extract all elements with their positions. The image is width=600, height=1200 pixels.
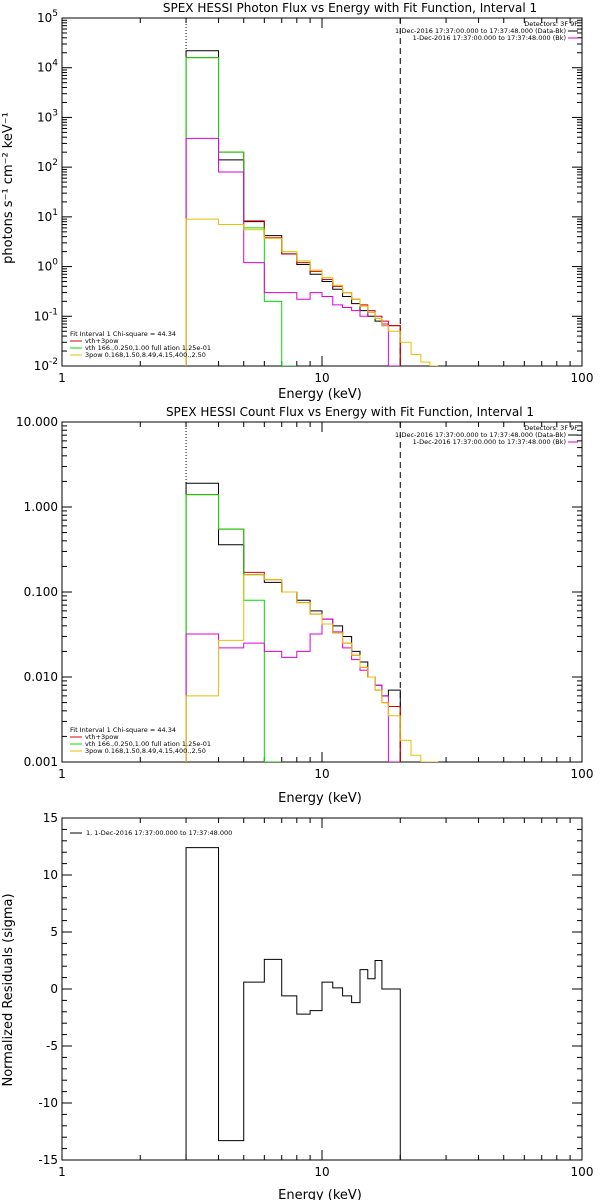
- plot-frame: [61, 17, 583, 367]
- chart-title: SPEX HESSI Count Flux vs Energy with Fit…: [166, 405, 534, 419]
- x-axis-label: Energy (keV): [278, 791, 362, 806]
- y-tick-label: 105: [37, 9, 58, 25]
- y-tick-label: 100: [37, 258, 58, 274]
- x-tick-label: 10: [314, 371, 329, 385]
- legend-entry: 1-Dec-2016 17:37:00.000 to 17:37:48.000 …: [395, 27, 566, 35]
- y-tick-label: 1.000: [24, 500, 58, 514]
- legend-entry: vth+3pow: [85, 337, 119, 345]
- photon-flux-panel: SPEX HESSI Photon Flux vs Energy with Fi…: [1, 1, 593, 402]
- y-tick-label: 103: [37, 108, 58, 124]
- x-tick-label: 10: [314, 767, 329, 781]
- series-magenta-histogram: [185, 137, 401, 366]
- x-tick-label: 100: [571, 1165, 594, 1179]
- y-tick-exponent: 5: [52, 9, 58, 19]
- series-orange-histogram: [185, 574, 439, 762]
- plot-frame: [61, 421, 583, 763]
- x-tick-label: 1: [58, 1165, 66, 1179]
- y-tick-label: -10: [38, 1096, 58, 1110]
- series-green-histogram: [185, 494, 282, 762]
- y-tick-label: 5: [50, 925, 58, 939]
- chart-title: SPEX HESSI Photon Flux vs Energy with Fi…: [163, 1, 537, 15]
- residuals-panel: Energy (keV) Normalized Residuals (sigma…: [1, 811, 593, 1200]
- legend-entry: Detectors: 3F 9F: [524, 424, 578, 432]
- y-tick-exponent: 2: [52, 158, 58, 168]
- x-axis-label: Energy (keV): [278, 387, 362, 402]
- y-tick-label: 102: [37, 158, 58, 174]
- series-orange-histogram: [185, 218, 439, 366]
- y-tick-label: 10-1: [34, 307, 58, 323]
- x-tick-label: 100: [571, 767, 594, 781]
- legend-entry: Fit Interval 1 Chi-square = 44.34: [70, 726, 176, 734]
- y-tick-label: 10.000: [16, 415, 58, 429]
- y-tick-label: 10-2: [34, 357, 58, 373]
- y-tick-exponent: 4: [52, 59, 58, 69]
- legend-entry: 3pow 0.168,1.50,8.49,4.15,400.,2.50: [85, 351, 206, 359]
- y-tick-exponent: 1: [52, 208, 58, 218]
- legend-entry: 1-Dec-2016 17:37:00.000 to 17:37:48.000 …: [413, 34, 566, 42]
- x-tick-label: 10: [314, 1165, 329, 1179]
- legend-entry: vth 166.,0.250,1.00 full ation 1.25e-01: [85, 344, 211, 352]
- y-tick-label: 15: [43, 811, 58, 825]
- x-tick-label: 1: [58, 767, 66, 781]
- y-tick-label: 0.001: [24, 755, 58, 769]
- y-tick-exponent: -1: [49, 307, 58, 317]
- y-tick-label: 101: [37, 208, 58, 224]
- y-axis-label: photons s⁻¹ cm⁻² keV⁻¹: [1, 112, 16, 264]
- series-green-histogram: [185, 57, 297, 366]
- legend-entry: vth 166.,0.250,1.00 full ation 1.25e-01: [85, 740, 211, 748]
- y-axis-label: Normalized Residuals (sigma): [1, 893, 16, 1086]
- legend-entry: 3pow 0.168,1.50,8.49,4.15,400.,2.50: [85, 747, 206, 755]
- legend-entry: vth+3pow: [85, 733, 119, 741]
- y-tick-label: 0.010: [24, 670, 58, 684]
- y-tick-label: -5: [46, 1039, 58, 1053]
- x-tick-label: 1: [58, 371, 66, 385]
- legend-entry: 1-Dec-2016 17:37:00.000 to 17:37:48.000 …: [413, 438, 566, 446]
- y-tick-exponent: -2: [49, 357, 58, 367]
- y-tick-label: 0: [50, 982, 58, 996]
- legend-entry: 1-Dec-2016 17:37:00.000 to 17:37:48.000 …: [395, 431, 566, 439]
- legend-entry: 1. 1-Dec-2016 17:37:00.000 to 17:37:48.0…: [86, 829, 232, 837]
- y-tick-label: -15: [38, 1153, 58, 1167]
- y-tick-exponent: 0: [52, 258, 58, 268]
- y-tick-label: 0.100: [24, 585, 58, 599]
- series-black-histogram: [185, 847, 401, 1160]
- x-axis-label: Energy (keV): [278, 1188, 362, 1200]
- y-tick-label: 104: [37, 59, 58, 75]
- y-tick-label: 10: [43, 868, 58, 882]
- legend-entry: Detectors: 3F 9F: [524, 20, 578, 28]
- y-tick-exponent: 3: [52, 108, 58, 118]
- x-tick-label: 100: [571, 371, 594, 385]
- legend-entry: Fit Interval 1 Chi-square = 44.34: [70, 330, 176, 338]
- count-flux-panel: SPEX HESSI Count Flux vs Energy with Fit…: [16, 405, 593, 806]
